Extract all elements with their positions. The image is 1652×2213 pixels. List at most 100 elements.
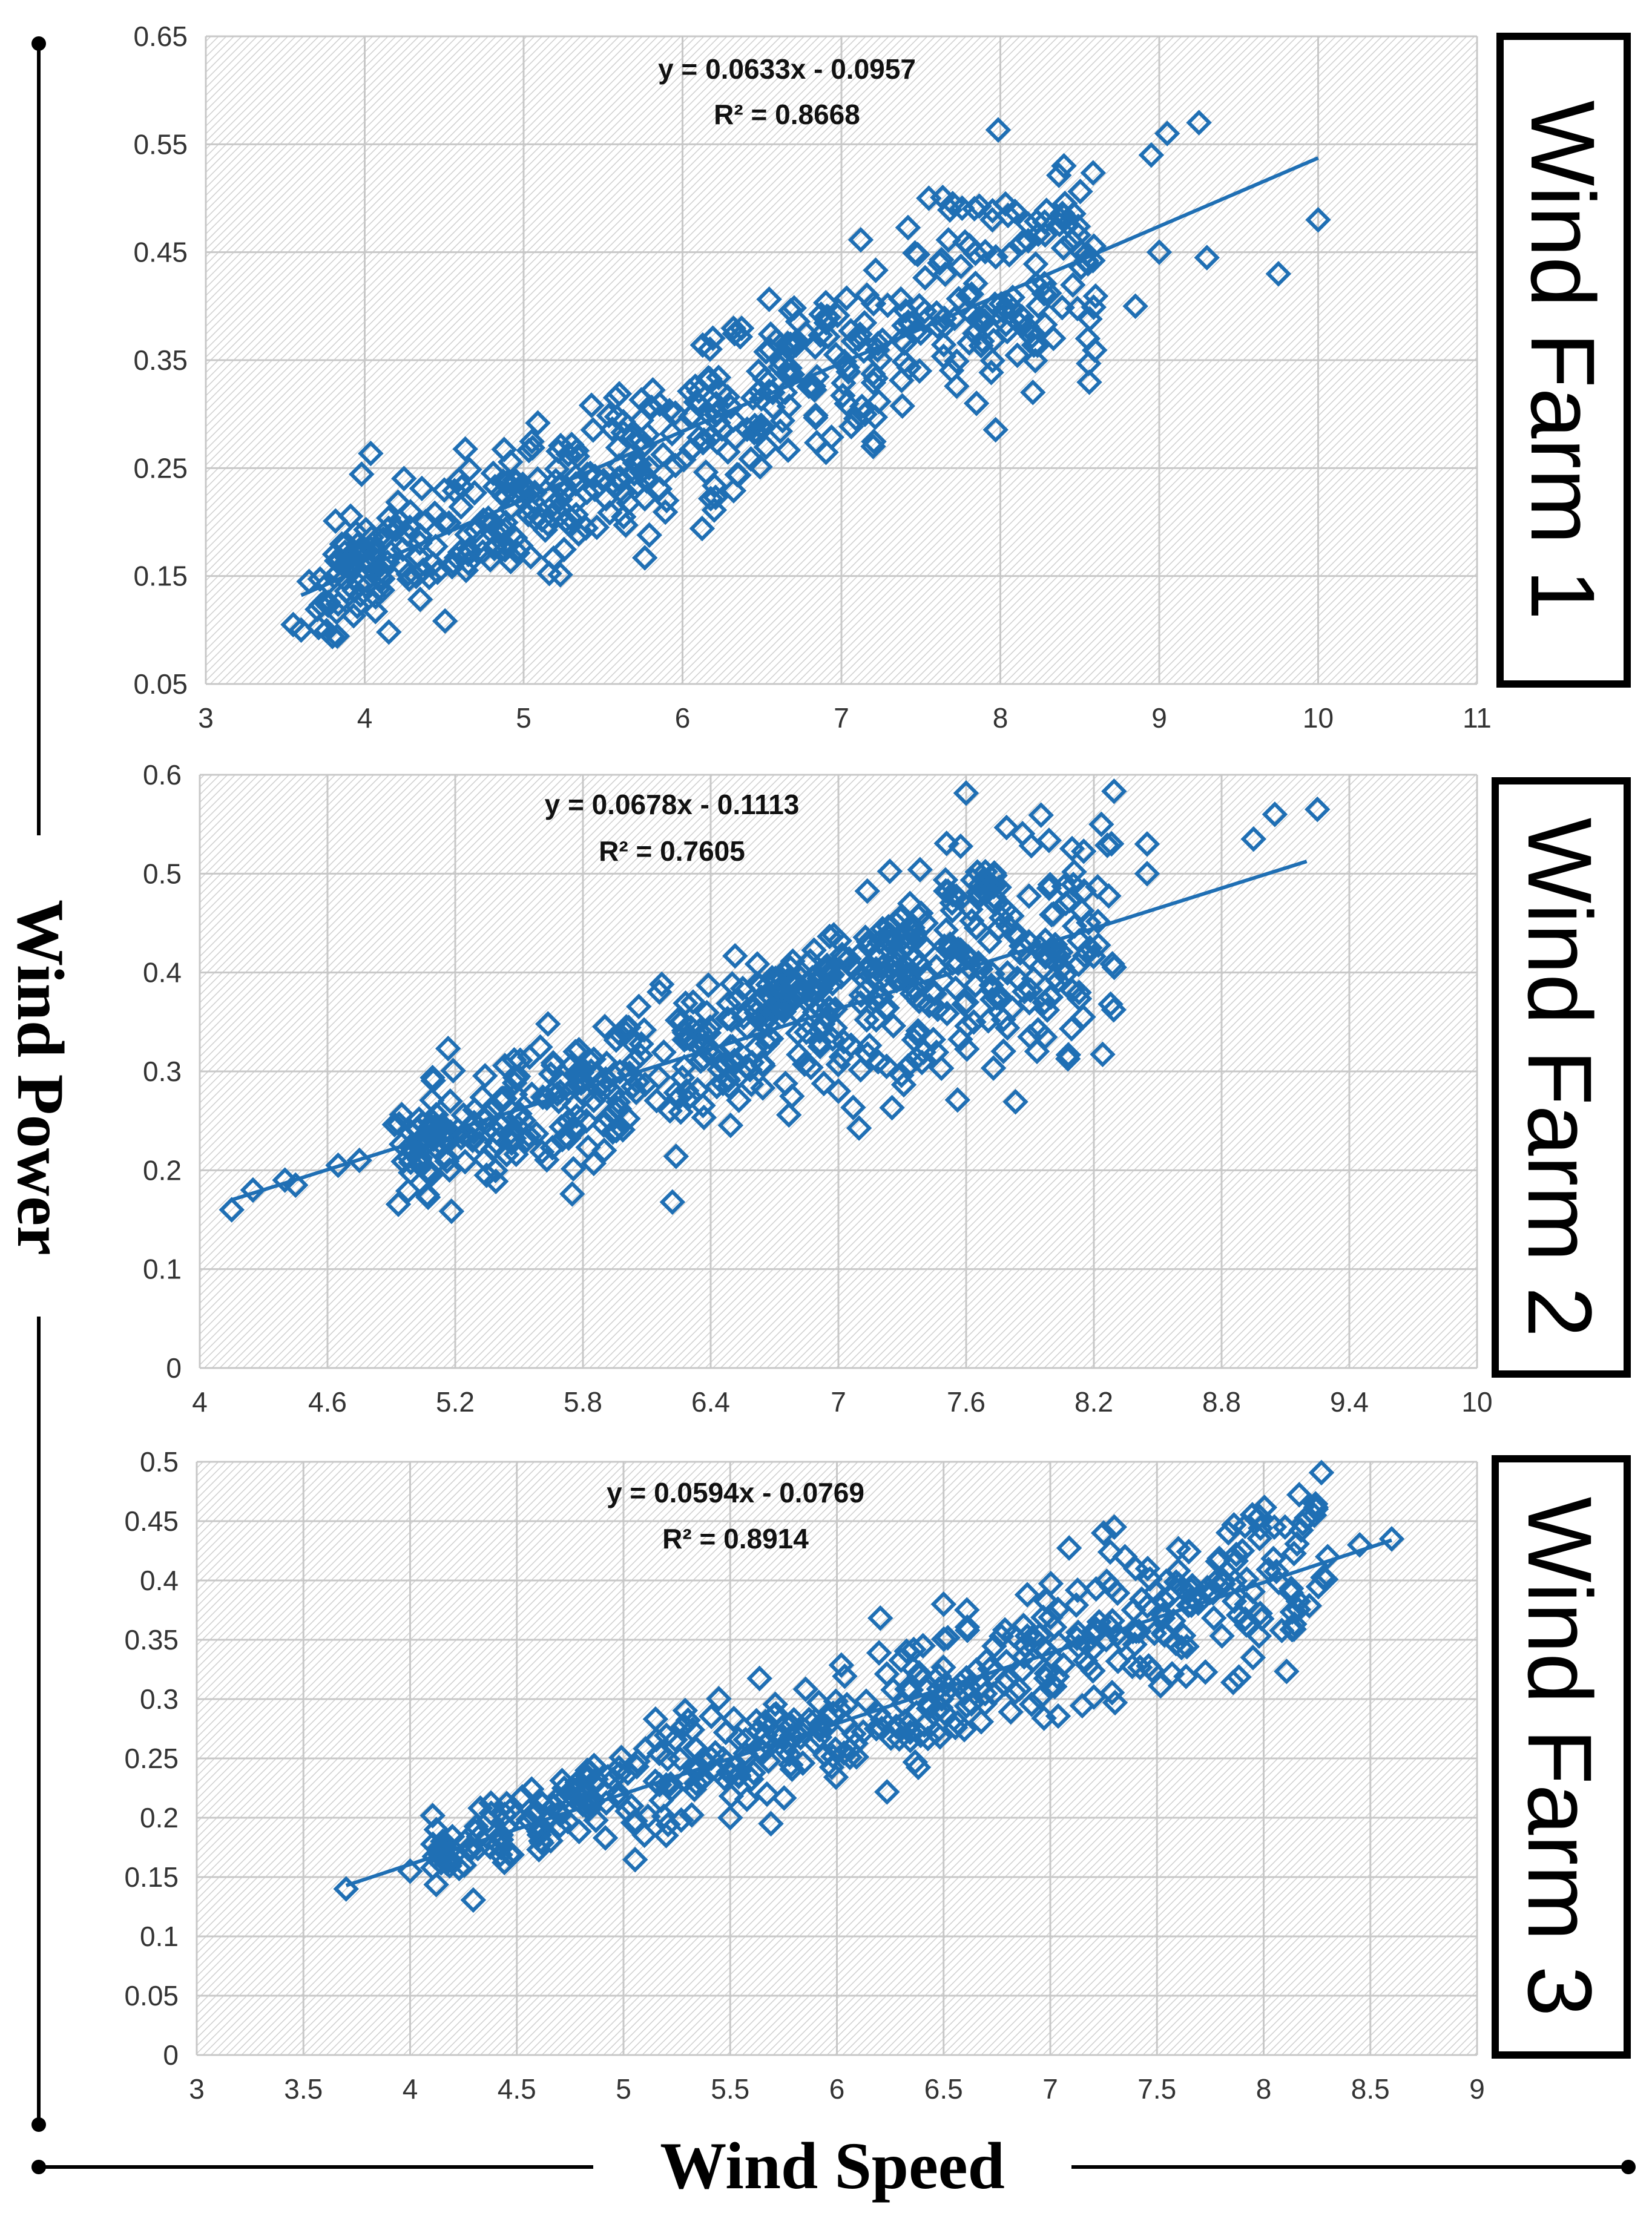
data-point [701,497,728,523]
data-point [709,1070,736,1097]
data-point [1284,1531,1310,1557]
x-axis-title-group: Wind Speed [31,2129,1636,2203]
data-point [995,202,1021,229]
data-point [1018,1691,1045,1717]
data-point [764,1723,790,1749]
data-point [340,603,367,629]
data-point [928,1055,955,1081]
data-point [1002,199,1028,225]
data-point [1209,1623,1235,1649]
data-point [1185,1590,1211,1616]
data-point [831,370,857,396]
data-point [1032,927,1059,953]
data-point [806,1689,832,1715]
data-point [880,1013,907,1039]
data-point [686,378,712,404]
data-point [378,540,404,566]
data-point [516,437,542,464]
data-point [1009,821,1036,847]
data-point [1220,1669,1246,1695]
data-point [814,1714,840,1740]
data-point [910,1633,936,1659]
data-point [642,1768,668,1794]
y-axis-end-dot-bottom [31,2117,46,2132]
y-axis-end-dot-top [31,36,46,51]
data-point [403,564,429,590]
data-point [708,379,734,405]
y-axis-title: Wind Power [4,899,77,1255]
data-point [1058,1016,1085,1042]
data-point [1001,1622,1027,1649]
data-point [982,416,1009,443]
data-point [1056,1535,1082,1561]
data-point [1266,1570,1292,1596]
data-point [905,1018,931,1044]
data-point [840,1094,866,1120]
data-point [349,461,375,487]
data-point [924,314,950,340]
data-point [725,986,751,1013]
data-point [674,1077,700,1104]
data-point [547,1813,573,1839]
data-point [526,1836,552,1863]
data-point [1234,1566,1260,1593]
data-point [643,1087,670,1114]
data-point [1060,272,1086,298]
data-point [840,953,866,980]
data-point [1086,1609,1112,1635]
data-point [591,1013,618,1040]
data-point [814,303,840,329]
data-point [455,1836,481,1862]
data-point [1221,1512,1247,1538]
data-point [1147,1672,1174,1699]
data-point [1038,1604,1064,1631]
y-tick-label: 0.45 [124,1505,179,1537]
data-point [648,1787,674,1813]
data-point [800,979,826,1006]
data-point [683,389,709,415]
data-point [979,961,1006,987]
data-point [944,1087,971,1113]
data-point [1051,153,1077,179]
data-point [325,1152,351,1179]
data-point [1021,332,1047,358]
data-point [1101,1514,1127,1541]
data-points-2 [219,778,1331,1225]
data-point [813,439,839,465]
data-point [962,320,988,347]
data-point [857,1032,883,1059]
data-point [1308,1459,1335,1486]
data-point [1022,251,1049,277]
data-point [385,489,411,515]
data-point [792,1676,819,1702]
data-point [540,1052,567,1078]
data-point [659,1189,686,1215]
data-point [1081,233,1107,259]
data-point [507,1047,533,1073]
data-point [549,1767,575,1794]
x-tick-label: 7 [831,1386,846,1418]
data-point [447,539,473,565]
data-point [720,478,747,504]
data-point [916,185,942,211]
grid-1 [205,35,1478,685]
data-point [440,1057,466,1083]
data-point [438,1198,465,1225]
y-tick-label: 0.45 [133,237,188,268]
data-point [545,438,571,464]
data-point [779,361,806,387]
data-point [662,452,689,479]
data-point [1009,304,1035,330]
x-axis-title: Wind Speed [660,2129,1005,2203]
data-point [776,1741,803,1767]
data-point [899,981,926,1007]
data-point [1009,229,1035,256]
y-tick-label: 0.3 [143,1056,182,1087]
farm-label-2: Wind Farm 2 [1509,818,1611,1337]
data-point [374,549,401,576]
x-tick-label: 10 [1303,702,1334,734]
data-point [525,1818,552,1844]
data-point [867,1605,893,1631]
farm-label-box-2 [1492,777,1631,1378]
data-point [456,456,482,482]
